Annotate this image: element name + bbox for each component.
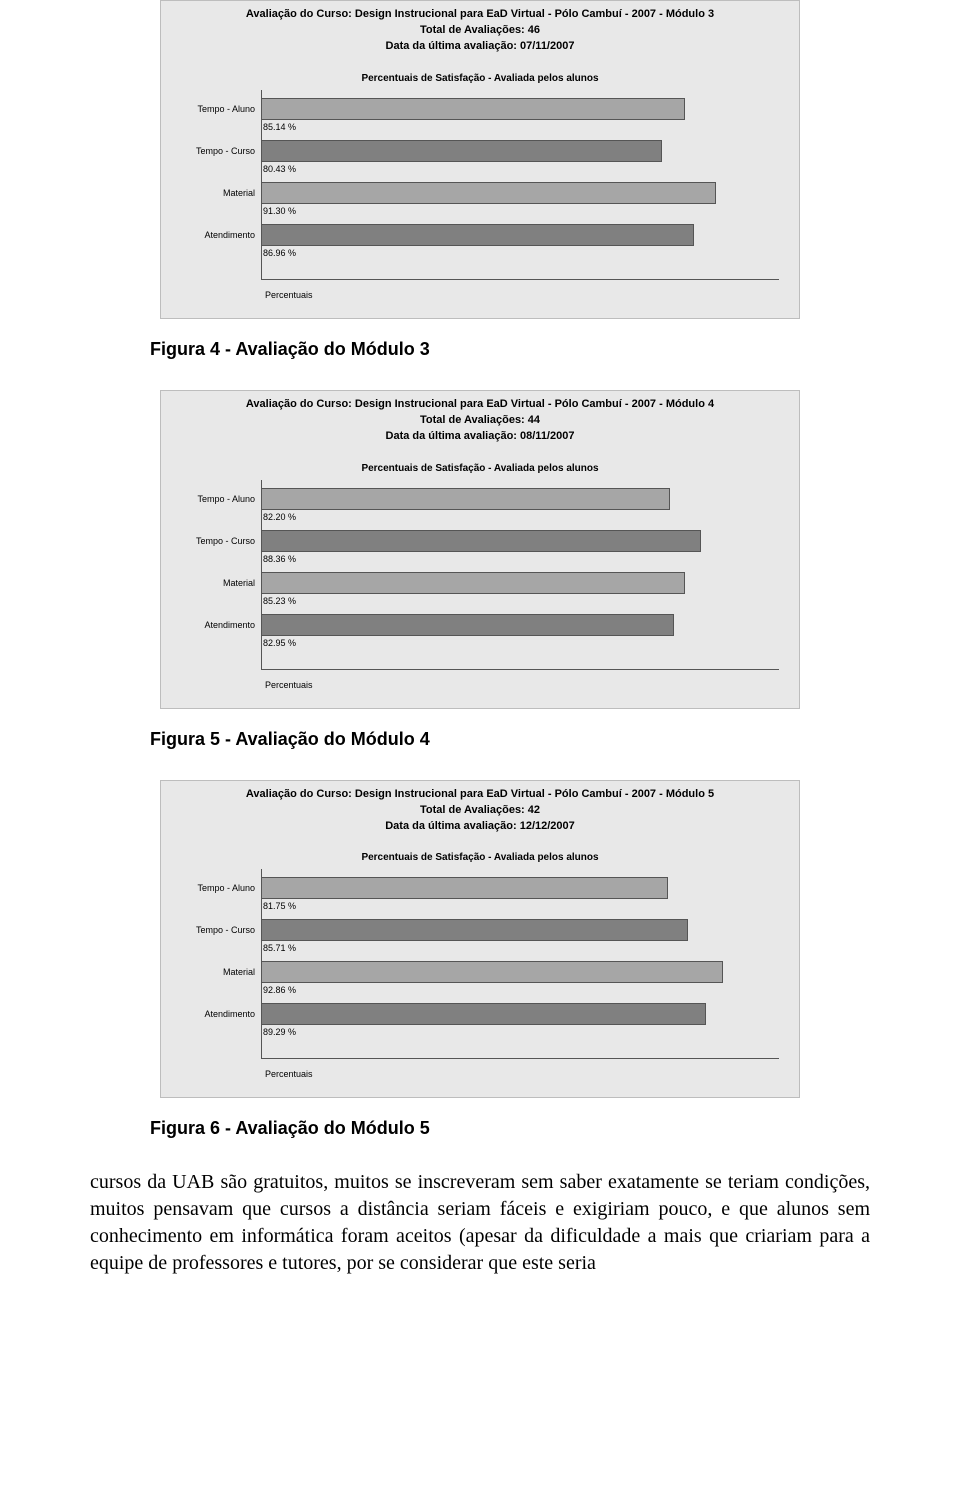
chart-total: Total de Avaliações: 42 xyxy=(171,803,789,819)
value-label: 88.36 % xyxy=(263,554,296,564)
value-label: 91.30 % xyxy=(263,206,296,216)
bar-row: Tempo - Aluno81.75 % xyxy=(261,877,759,919)
chart-date: Data da última avaliação: 08/11/2007 xyxy=(171,429,789,445)
value-label: 89.29 % xyxy=(263,1027,296,1037)
axis-x xyxy=(261,279,779,280)
bar xyxy=(261,877,668,899)
value-label: 81.75 % xyxy=(263,901,296,911)
chart-panel-modulo-3: Avaliação do Curso: Design Instrucional … xyxy=(160,0,800,319)
chart-title: Avaliação do Curso: Design Instrucional … xyxy=(171,7,789,23)
bar xyxy=(261,919,688,941)
category-label: Material xyxy=(171,188,261,198)
chart-title: Avaliação do Curso: Design Instrucional … xyxy=(171,787,789,803)
bar-row: Tempo - Curso80.43 % xyxy=(261,140,759,182)
bar-row: Tempo - Curso88.36 % xyxy=(261,530,759,572)
xaxis-label: Percentuais xyxy=(265,680,313,690)
bar-row: Tempo - Curso85.71 % xyxy=(261,919,759,961)
bar xyxy=(261,182,716,204)
bar xyxy=(261,1003,706,1025)
value-label: 80.43 % xyxy=(263,164,296,174)
bar xyxy=(261,961,723,983)
bar xyxy=(261,224,694,246)
figure-caption-6: Figura 6 - Avaliação do Módulo 5 xyxy=(150,1118,870,1139)
chart-area: Percentuais Tempo - Aluno81.75 %Tempo - … xyxy=(261,869,789,1079)
chart-date: Data da última avaliação: 12/12/2007 xyxy=(171,819,789,835)
bar-row: Atendimento86.96 % xyxy=(261,224,759,266)
chart-area: Percentuais Tempo - Aluno82.20 %Tempo - … xyxy=(261,480,789,690)
category-label: Tempo - Curso xyxy=(171,146,261,156)
bar-row: Material85.23 % xyxy=(261,572,759,614)
chart-total: Total de Avaliações: 44 xyxy=(171,413,789,429)
category-label: Tempo - Curso xyxy=(171,536,261,546)
bar xyxy=(261,98,685,120)
bar xyxy=(261,530,701,552)
value-label: 82.95 % xyxy=(263,638,296,648)
bar-row: Tempo - Aluno85.14 % xyxy=(261,98,759,140)
bar-row: Material92.86 % xyxy=(261,961,759,1003)
body-paragraph: cursos da UAB são gratuitos, muitos se i… xyxy=(90,1169,870,1277)
chart-section-title: Percentuais de Satisfação - Avaliada pel… xyxy=(171,73,789,84)
category-label: Tempo - Aluno xyxy=(171,494,261,504)
chart-header: Avaliação do Curso: Design Instrucional … xyxy=(171,7,789,55)
bar xyxy=(261,614,674,636)
chart-title: Avaliação do Curso: Design Instrucional … xyxy=(171,397,789,413)
chart-area: Percentuais Tempo - Aluno85.14 %Tempo - … xyxy=(261,90,789,300)
category-label: Tempo - Aluno xyxy=(171,883,261,893)
category-label: Tempo - Aluno xyxy=(171,104,261,114)
chart-total: Total de Avaliações: 46 xyxy=(171,23,789,39)
chart-section-title: Percentuais de Satisfação - Avaliada pel… xyxy=(171,852,789,863)
bar-row: Atendimento89.29 % xyxy=(261,1003,759,1045)
value-label: 86.96 % xyxy=(263,248,296,258)
axis-x xyxy=(261,1058,779,1059)
chart-header: Avaliação do Curso: Design Instrucional … xyxy=(171,787,789,835)
chart-panel-modulo-5: Avaliação do Curso: Design Instrucional … xyxy=(160,780,800,1099)
figure-caption-5: Figura 5 - Avaliação do Módulo 4 xyxy=(150,729,870,750)
figure-caption-4: Figura 4 - Avaliação do Módulo 3 xyxy=(150,339,870,360)
bar xyxy=(261,488,670,510)
value-label: 85.14 % xyxy=(263,122,296,132)
bar-row: Tempo - Aluno82.20 % xyxy=(261,488,759,530)
chart-date: Data da última avaliação: 07/11/2007 xyxy=(171,39,789,55)
value-label: 92.86 % xyxy=(263,985,296,995)
value-label: 85.23 % xyxy=(263,596,296,606)
bar-row: Atendimento82.95 % xyxy=(261,614,759,656)
chart-section-title: Percentuais de Satisfação - Avaliada pel… xyxy=(171,463,789,474)
category-label: Atendimento xyxy=(171,230,261,240)
chart-panel-modulo-4: Avaliação do Curso: Design Instrucional … xyxy=(160,390,800,709)
bar xyxy=(261,572,685,594)
bar xyxy=(261,140,662,162)
axis-x xyxy=(261,669,779,670)
page: Avaliação do Curso: Design Instrucional … xyxy=(0,0,960,1317)
category-label: Atendimento xyxy=(171,1009,261,1019)
xaxis-label: Percentuais xyxy=(265,1069,313,1079)
xaxis-label: Percentuais xyxy=(265,290,313,300)
category-label: Atendimento xyxy=(171,620,261,630)
category-label: Material xyxy=(171,578,261,588)
value-label: 85.71 % xyxy=(263,943,296,953)
bar-row: Material91.30 % xyxy=(261,182,759,224)
value-label: 82.20 % xyxy=(263,512,296,522)
chart-header: Avaliação do Curso: Design Instrucional … xyxy=(171,397,789,445)
category-label: Tempo - Curso xyxy=(171,925,261,935)
category-label: Material xyxy=(171,967,261,977)
